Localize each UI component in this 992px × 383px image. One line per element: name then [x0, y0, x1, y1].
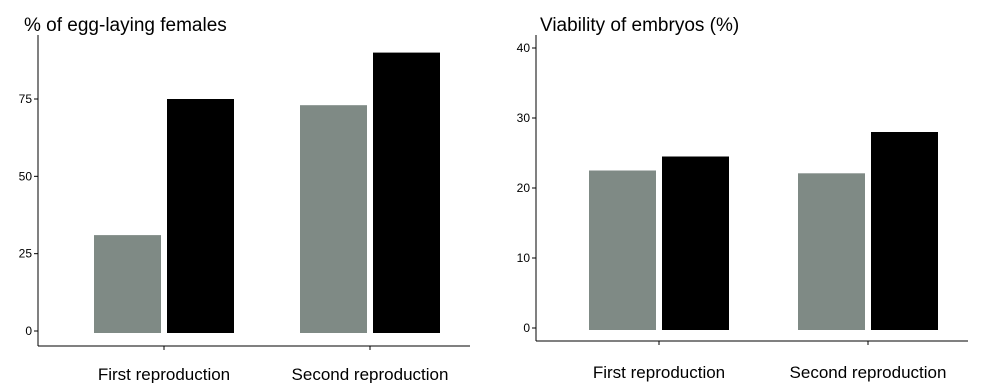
chart-1-y-tick-label: 75 — [19, 92, 33, 106]
chart-1-y-tick-label: 50 — [19, 169, 33, 183]
chart-2-bar — [798, 173, 865, 330]
chart-1-y-tick-label: 25 — [19, 247, 33, 261]
chart-2-y-tick-label: 10 — [517, 251, 531, 265]
chart-1-bar — [300, 105, 367, 333]
chart-2-y-tick-label: 30 — [517, 111, 531, 125]
chart-1-bar — [373, 52, 440, 333]
chart-1-y-tick-label: 0 — [25, 324, 32, 338]
chart-2-category-label: Second reproduction — [790, 363, 947, 382]
chart-1-bar — [167, 99, 234, 333]
chart-1-title: % of egg-laying females — [24, 15, 227, 36]
chart-1-category-label: First reproduction — [98, 365, 230, 383]
chart-1-category-label: Second reproduction — [292, 365, 449, 383]
chart-1-bar — [94, 235, 161, 333]
chart-2-bar — [589, 170, 656, 330]
chart-2-title: Viability of embryos (%) — [540, 15, 739, 36]
chart-2-y-tick-label: 0 — [523, 321, 530, 335]
chart-2-bar — [662, 156, 729, 330]
chart-2-y-tick-label: 20 — [517, 181, 531, 195]
chart-2-category-label: First reproduction — [593, 363, 725, 382]
chart-2-y-tick-label: 40 — [517, 41, 531, 55]
chart-2-bar — [871, 132, 938, 330]
